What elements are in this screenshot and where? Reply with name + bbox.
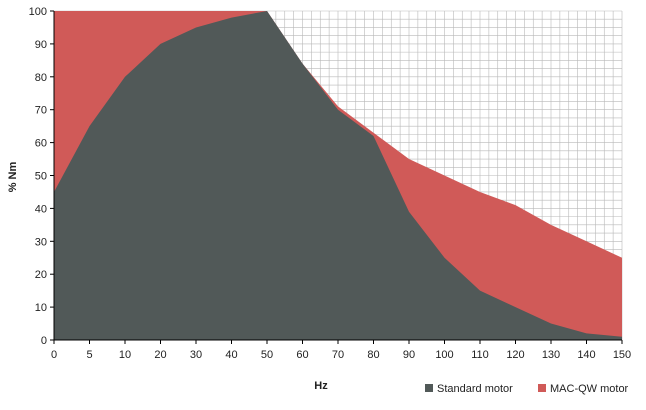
y-tick-label: 20: [35, 269, 47, 281]
legend-label-mac-qw-motor: MAC-QW motor: [550, 383, 629, 395]
x-tick-label: 30: [190, 349, 202, 361]
y-tick-label: 60: [35, 138, 47, 150]
x-tick-label: 130: [542, 349, 560, 361]
y-tick-label: 100: [29, 6, 47, 18]
y-tick-label: 70: [35, 105, 47, 117]
y-tick-label: 90: [35, 39, 47, 51]
x-tick-label: 40: [225, 349, 237, 361]
y-tick-label: 30: [35, 236, 47, 248]
x-tick-label: 20: [154, 349, 166, 361]
x-tick-label: 60: [296, 349, 308, 361]
x-tick-label: 140: [577, 349, 595, 361]
y-tick-label: 0: [41, 335, 47, 347]
chart-areas: [54, 11, 622, 340]
x-tick-label: 5: [86, 349, 92, 361]
x-axis-title: Hz: [314, 380, 328, 392]
y-tick-labels: 0 10 20 30 40 50 60 70 80 90 100: [29, 6, 47, 347]
chart-legend: Standard motor MAC-QW motor: [425, 383, 629, 395]
legend-label-standard-motor: Standard motor: [437, 383, 513, 395]
y-tick-label: 50: [35, 171, 47, 183]
y-tick-label: 10: [35, 302, 47, 314]
x-tick-label: 150: [613, 349, 631, 361]
x-tick-label: 80: [367, 349, 379, 361]
x-tick-label: 100: [435, 349, 453, 361]
x-tick-label: 110: [471, 349, 489, 361]
x-tick-label: 0: [51, 349, 57, 361]
x-tick-label: 70: [332, 349, 344, 361]
y-tick-label: 80: [35, 72, 47, 84]
x-tick-label: 120: [506, 349, 524, 361]
x-tick-label: 90: [403, 349, 415, 361]
x-tick-label: 50: [261, 349, 273, 361]
x-tick-labels: 0 5 10 20 30 40 50 60 70 80 90 100 110 120 130 140 150: [51, 349, 631, 361]
x-tick-label: 10: [119, 349, 131, 361]
chart-axes: [50, 10, 623, 344]
area-standard-motor: [54, 11, 622, 340]
legend-swatch-standard-motor: [425, 384, 433, 392]
y-tick-label: 40: [35, 203, 47, 215]
y-axis-title: % Nm: [7, 162, 19, 193]
legend-swatch-mac-qw-motor: [538, 384, 546, 392]
